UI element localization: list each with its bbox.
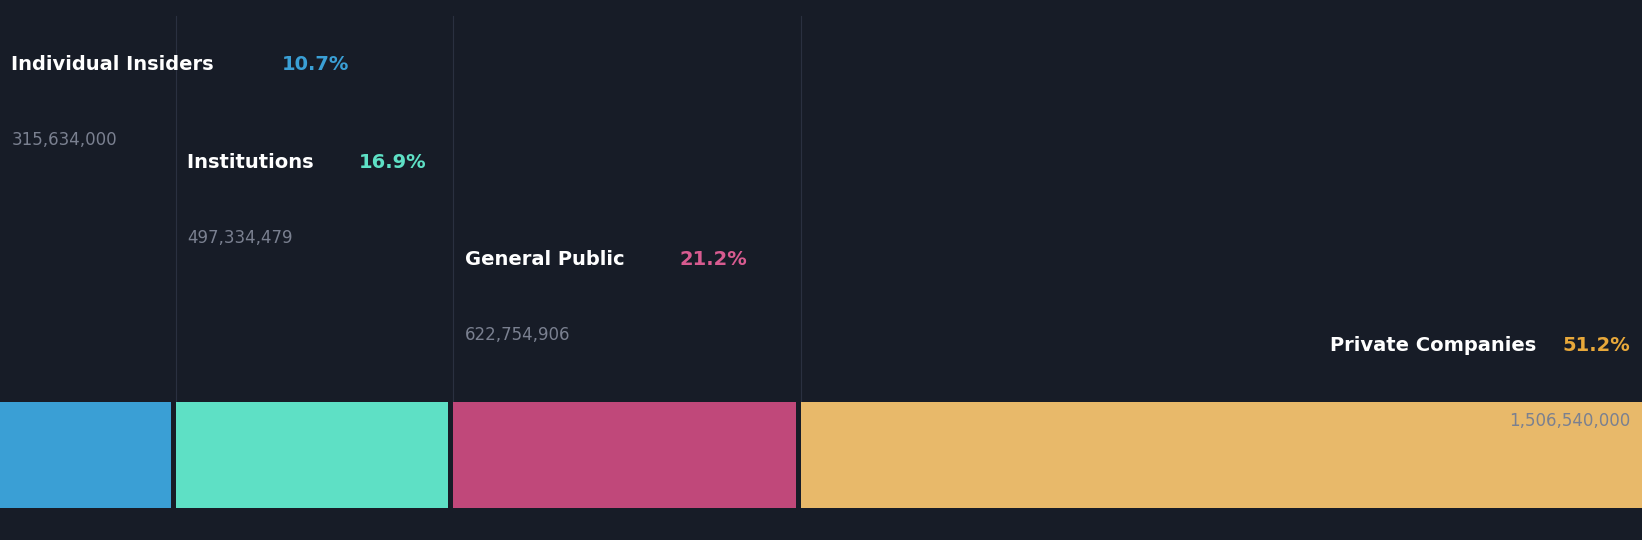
Text: Private Companies: Private Companies — [1330, 336, 1543, 355]
Text: 16.9%: 16.9% — [360, 152, 427, 172]
Text: 622,754,906: 622,754,906 — [465, 326, 570, 344]
Text: Institutions: Institutions — [187, 152, 320, 172]
Text: General Public: General Public — [465, 249, 631, 269]
Text: Individual Insiders: Individual Insiders — [11, 55, 222, 75]
Text: 51.2%: 51.2% — [1563, 336, 1631, 355]
Text: 497,334,479: 497,334,479 — [187, 228, 292, 247]
Text: 10.7%: 10.7% — [282, 55, 350, 75]
Bar — [801, 402, 1642, 508]
Text: 21.2%: 21.2% — [680, 249, 747, 269]
Bar — [453, 402, 796, 508]
Bar — [176, 402, 448, 508]
Text: 315,634,000: 315,634,000 — [11, 131, 117, 150]
Bar — [0, 402, 171, 508]
Text: 1,506,540,000: 1,506,540,000 — [1509, 412, 1631, 430]
